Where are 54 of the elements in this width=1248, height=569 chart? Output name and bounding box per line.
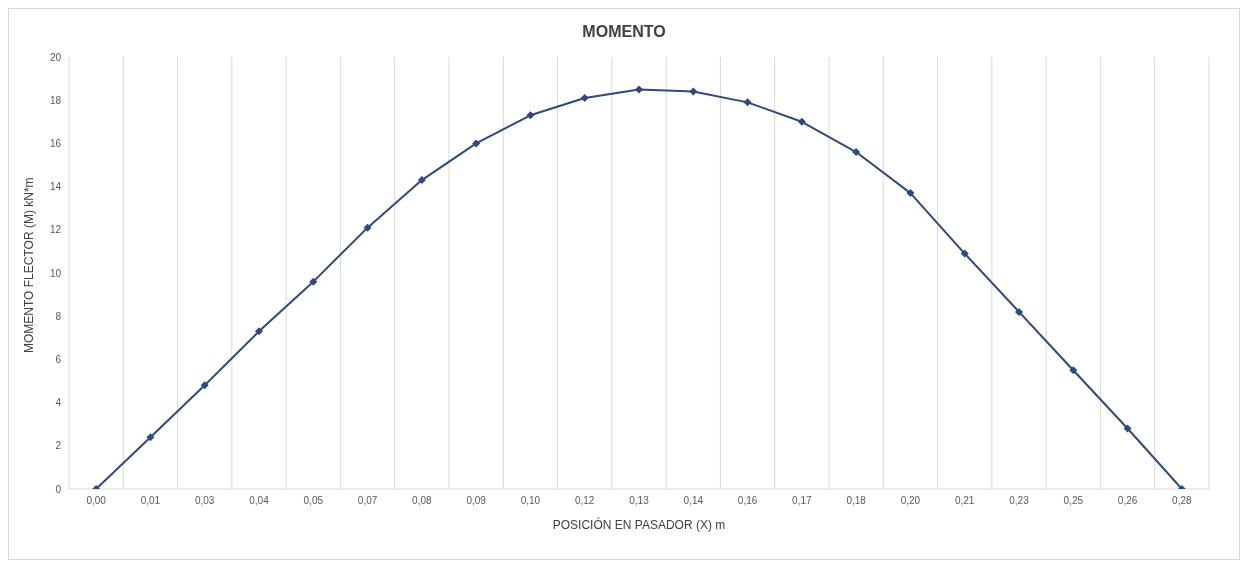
point: [363, 223, 372, 232]
point: [255, 327, 263, 336]
x-tick-label: 0,12: [574, 495, 595, 507]
point: [743, 98, 752, 107]
point: [797, 117, 806, 126]
chart-title: MOMENTO: [581, 22, 667, 42]
x-tick-label: 0,23: [1009, 495, 1030, 507]
x-tick-label: 0,26: [1117, 495, 1138, 507]
point: [906, 189, 915, 198]
y-tick-label: 8: [55, 310, 62, 322]
x-tick-label: 0,08: [412, 495, 433, 507]
y-tick-label: 10: [49, 267, 62, 279]
x-tick-label: 0,07: [357, 495, 378, 507]
x-tick-label: 0,00: [86, 495, 107, 507]
x-tick-label: 0,09: [466, 495, 487, 507]
point: [417, 176, 426, 185]
point: [309, 277, 318, 286]
y-tick-label: 18: [49, 94, 62, 106]
point: [472, 139, 481, 148]
x-tick-label: 0,25: [1063, 495, 1084, 507]
point: [1015, 307, 1023, 316]
y-tick-label: 14: [49, 181, 62, 193]
x-tick-label: 0,17: [792, 495, 813, 507]
y-tick-label: 16: [49, 137, 62, 149]
y-tick-label: 12: [49, 224, 62, 236]
y-tick-label: 0: [55, 483, 62, 495]
x-tick-label: 0,16: [737, 495, 758, 507]
x-tick-label: 0,13: [629, 495, 650, 507]
point: [635, 85, 643, 94]
x-tick-label: 0,01: [140, 495, 161, 507]
x-tick-label: 0,28: [1172, 495, 1193, 507]
x-tick-label: 0,10: [520, 495, 541, 507]
y-tick-label: 2: [55, 440, 62, 452]
x-tick-label: 0,05: [303, 495, 324, 507]
point: [689, 87, 698, 96]
x-tick-label: 0,18: [846, 495, 867, 507]
x-tick-label: 0,14: [683, 495, 704, 507]
y-tick-label: 20: [49, 51, 62, 63]
y-tick-label: 4: [55, 397, 62, 409]
x-tick-label: 0,20: [900, 495, 921, 507]
point: [526, 111, 535, 120]
x-tick-label: 0,21: [954, 495, 975, 507]
point: [1123, 424, 1132, 433]
point: [960, 249, 969, 258]
point: [852, 148, 861, 157]
point: [146, 433, 155, 442]
x-axis-title: POSICIÓN EN PASADOR (X) m: [552, 517, 726, 532]
point: [580, 94, 589, 103]
y-axis-title: MOMENTO FLECTOR (M) kN*m: [22, 177, 37, 353]
point: [200, 381, 209, 390]
x-tick-label: 0,03: [194, 495, 215, 507]
x-tick-label: 0,04: [249, 495, 270, 507]
point: [1069, 366, 1078, 375]
y-tick-label: 6: [55, 353, 62, 365]
